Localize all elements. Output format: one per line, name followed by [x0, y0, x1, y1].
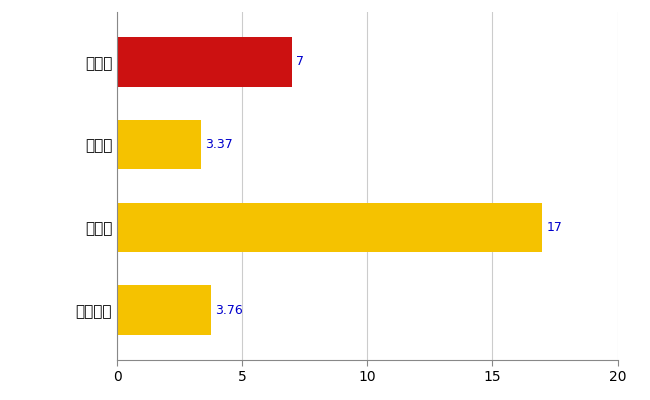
Bar — [117, 286, 211, 335]
Bar — [117, 37, 292, 86]
Text: 3.76: 3.76 — [215, 304, 242, 317]
Text: 17: 17 — [546, 221, 562, 234]
Text: 7: 7 — [296, 55, 304, 68]
Bar — [117, 202, 542, 252]
Bar — [117, 120, 202, 170]
Text: 3.37: 3.37 — [205, 138, 233, 151]
